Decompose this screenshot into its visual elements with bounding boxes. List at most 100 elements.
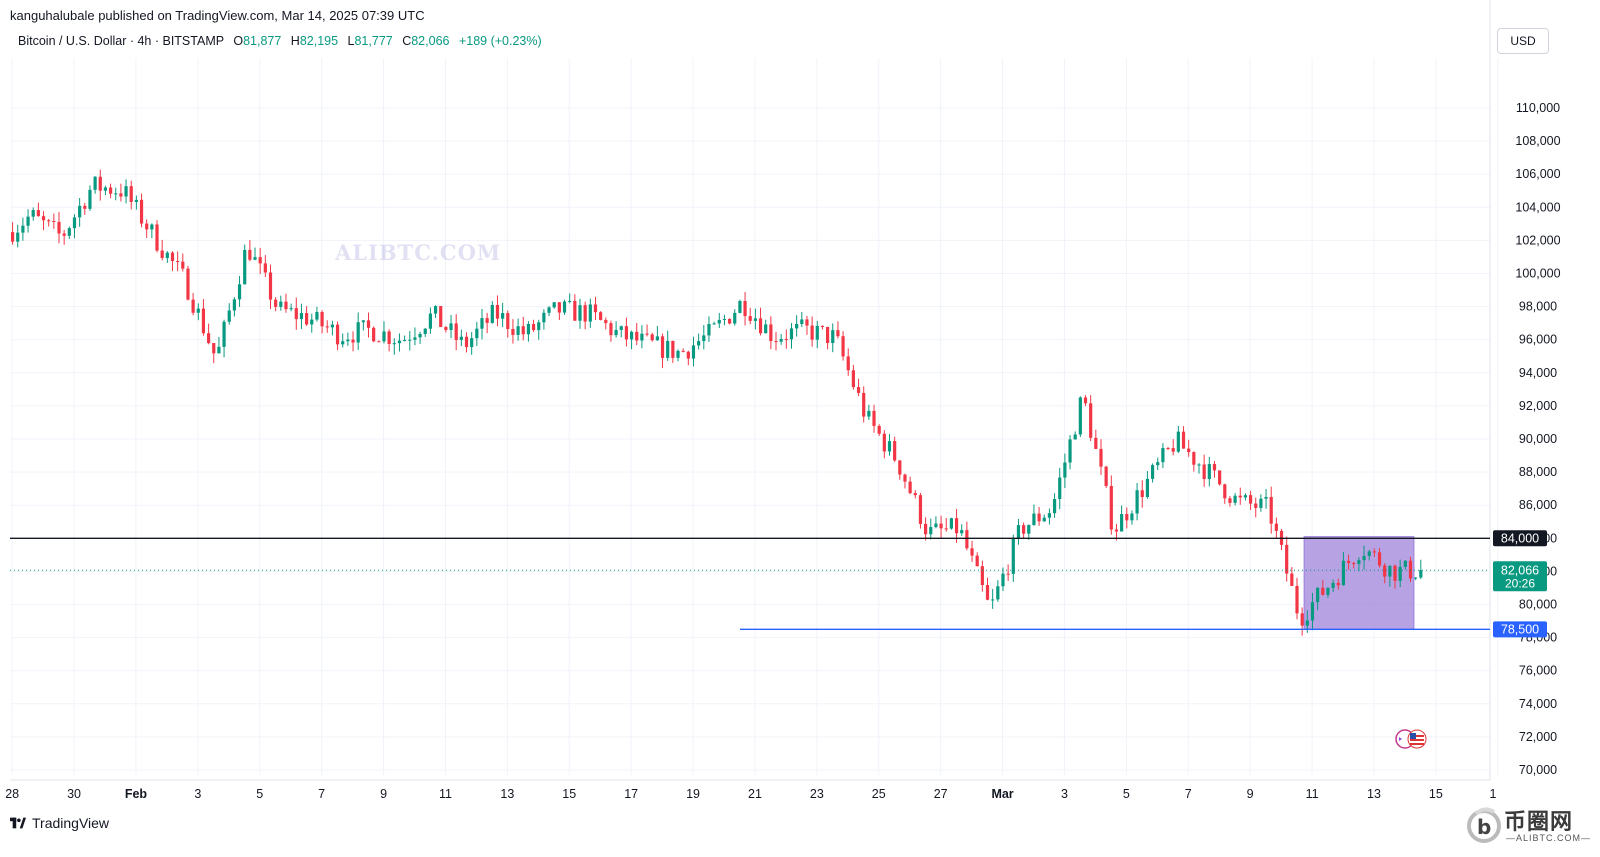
candle-body [1223, 484, 1227, 499]
x-tick-label: Feb [125, 787, 148, 801]
x-tick-label: 11 [1306, 787, 1319, 801]
candle-body [650, 334, 654, 341]
tradingview-brand[interactable]: TradingView [10, 815, 109, 831]
site-logo: b 币圈网 —ALIBTC.COM— [1466, 800, 1596, 852]
candle-body [1254, 503, 1258, 508]
candle-body [526, 324, 531, 335]
candle-body [712, 323, 716, 325]
candle-body [1109, 485, 1113, 530]
candle-body [1398, 566, 1402, 581]
candle-body [279, 301, 283, 307]
candle-body [1001, 573, 1005, 587]
x-tick-label: 17 [624, 787, 638, 801]
candle-body [1120, 514, 1124, 532]
candle-body [325, 326, 329, 328]
candle-body [738, 301, 742, 313]
candle-body [924, 523, 928, 535]
candle-body [346, 339, 350, 342]
candle-body [985, 584, 990, 600]
currency-button[interactable]: USD [1497, 28, 1549, 54]
candle-body [629, 331, 634, 340]
candle-body [1063, 462, 1067, 478]
x-tick-label: 13 [500, 787, 514, 801]
candle-body [1058, 477, 1062, 500]
x-tick-label: 5 [256, 787, 263, 801]
open-value: 81,877 [243, 34, 282, 48]
candle-body [1414, 577, 1418, 579]
open-label: O [233, 34, 244, 48]
resistance-price-tag [1493, 530, 1547, 547]
last-price-tag [1493, 561, 1547, 592]
candle-body [361, 320, 365, 323]
flag-icons[interactable] [1393, 727, 1433, 751]
candle-body [62, 233, 66, 236]
candle-body [475, 328, 479, 339]
candle-body [408, 339, 412, 341]
candle-body [433, 306, 438, 314]
watermark-text: ALIBTC.COM [335, 240, 502, 265]
candle-body [908, 481, 912, 494]
candle-body [1321, 587, 1325, 595]
candle-body [1408, 560, 1413, 579]
candle-body [155, 224, 159, 251]
candle-body [599, 312, 603, 320]
y-tick-label: 70,000 [1519, 763, 1557, 777]
candle-body [21, 225, 25, 233]
candle-body [743, 301, 747, 317]
candle-body [418, 333, 422, 338]
high-label: H [290, 34, 300, 48]
candle-body [722, 318, 727, 320]
candle-body [562, 301, 567, 313]
candle-body [604, 319, 608, 324]
site-logo-icon: b [1467, 807, 1501, 843]
candle-body [490, 304, 494, 323]
candle-body [387, 331, 391, 345]
candle-body [1274, 523, 1278, 531]
candle-body [975, 555, 979, 567]
candle-body [815, 325, 819, 340]
candle-body [547, 307, 551, 313]
candle-body [170, 252, 175, 262]
candle-body [537, 322, 541, 331]
candle-body [882, 433, 886, 452]
candle-body [108, 187, 113, 194]
close-label: C [402, 34, 412, 48]
x-tick-label: 19 [686, 787, 700, 801]
candle-body [996, 586, 1000, 600]
candle-body [506, 313, 510, 329]
candle-body [1326, 587, 1330, 595]
candle-body [733, 312, 737, 324]
x-tick-label: 3 [194, 787, 201, 801]
candle-body [660, 336, 665, 358]
candle-body [88, 189, 92, 209]
candle-body [392, 343, 396, 345]
candle-body [1068, 439, 1072, 463]
candle-body [1269, 496, 1273, 524]
candle-body [428, 313, 433, 329]
candle-body [1383, 565, 1387, 577]
low-value: 81,777 [354, 34, 393, 48]
candle-body [36, 210, 40, 217]
candle-body [784, 338, 788, 340]
bar-countdown-label: 20:26 [1505, 576, 1535, 590]
candle-body [681, 350, 685, 352]
candle-body [1357, 560, 1361, 565]
y-tick-label: 98,000 [1519, 300, 1557, 314]
candle-body [1372, 551, 1376, 553]
candle-body [568, 300, 572, 302]
candle-body [1161, 448, 1165, 463]
x-tick-label: 15 [1429, 787, 1443, 801]
candle-body [1047, 513, 1052, 518]
candle-body [165, 252, 169, 259]
candle-body [217, 346, 221, 354]
site-logo-domain: —ALIBTC.COM— [1506, 833, 1592, 843]
candle-body [954, 518, 959, 534]
candle-body [1341, 560, 1346, 586]
candle-body [119, 193, 123, 197]
candle-body [232, 299, 236, 311]
candle-body [1310, 602, 1315, 621]
candle-body [335, 324, 340, 345]
candle-body [1290, 573, 1294, 586]
candle-body [237, 284, 242, 300]
